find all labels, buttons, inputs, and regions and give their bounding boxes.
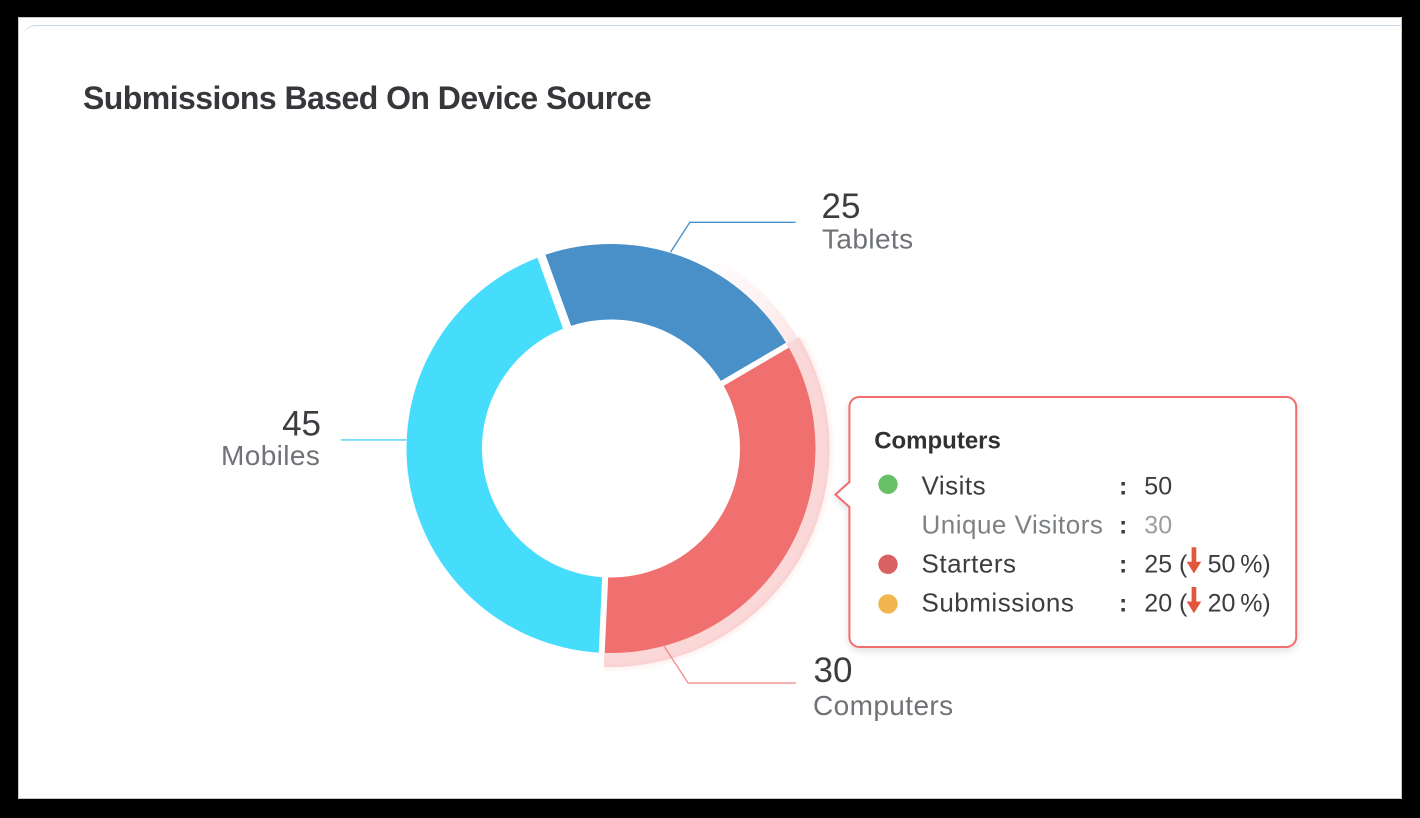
svg-text:20 (: 20 (: [1144, 590, 1188, 618]
svg-text:30: 30: [814, 651, 853, 690]
svg-text:Submissions: Submissions: [922, 588, 1075, 618]
svg-text:45: 45: [282, 405, 321, 444]
svg-text:20: 20: [1208, 590, 1236, 618]
svg-text:Computers: Computers: [813, 690, 954, 721]
svg-text:50: 50: [1208, 551, 1236, 579]
svg-text:Mobiles: Mobiles: [221, 440, 320, 471]
svg-text:25 (: 25 (: [1144, 551, 1188, 579]
svg-text::: :: [1119, 590, 1127, 618]
svg-text:25: 25: [822, 187, 861, 226]
svg-text::: :: [1119, 512, 1127, 540]
svg-text::: :: [1119, 473, 1127, 501]
svg-text:Submissions Based On Device So: Submissions Based On Device Source: [83, 80, 651, 116]
svg-text:%): %): [1240, 551, 1271, 579]
svg-text:Computers: Computers: [874, 427, 1001, 454]
svg-text:Visits: Visits: [922, 471, 987, 501]
svg-text:Unique Visitors: Unique Visitors: [922, 510, 1104, 540]
svg-text:Tablets: Tablets: [822, 224, 914, 255]
svg-text:30: 30: [1144, 512, 1172, 540]
svg-text:Starters: Starters: [922, 549, 1017, 579]
svg-text:%): %): [1240, 590, 1271, 618]
svg-text:50: 50: [1144, 473, 1172, 501]
svg-text::: :: [1119, 551, 1127, 579]
